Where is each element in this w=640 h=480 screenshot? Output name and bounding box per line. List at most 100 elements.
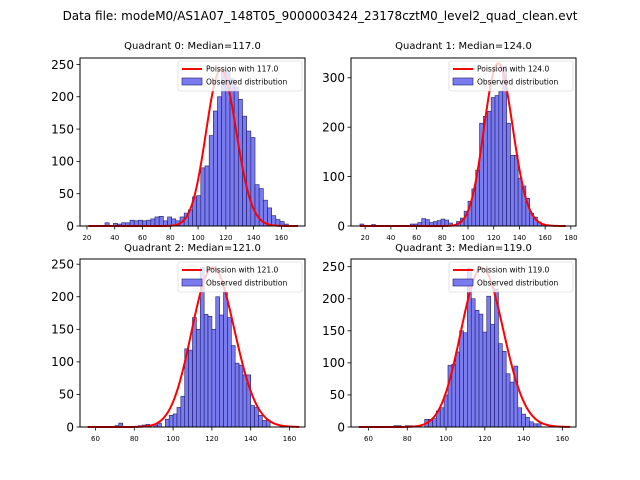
histogram-bar — [262, 420, 267, 428]
y-tick-label: 150 — [322, 324, 345, 338]
histogram-bar — [188, 349, 193, 428]
histogram-bar — [521, 413, 526, 428]
x-tick-label: 100 — [166, 435, 179, 443]
histogram-bars — [359, 66, 550, 227]
figure-suptitle: Data file: modeM0/AS1A07_148T05_90000034… — [63, 9, 578, 23]
x-tick-label: 140 — [517, 435, 530, 443]
x-tick-label: 140 — [247, 234, 260, 242]
legend-label-poisson: Poission with 117.0 — [206, 65, 279, 74]
histogram-bar — [506, 122, 511, 227]
legend-label-observed: Observed distribution — [206, 78, 287, 87]
x-tick-label: 180 — [564, 234, 577, 242]
x-tick-label: 40 — [386, 234, 395, 242]
x-tick-label: 160 — [283, 435, 296, 443]
histogram-bar — [168, 414, 174, 428]
legend-bar-swatch — [181, 77, 203, 86]
histogram-bar — [165, 418, 170, 428]
histogram-bar — [172, 413, 178, 428]
x-tick-label: 160 — [556, 435, 569, 443]
subplot-quadrant-0: Quadrant 0: Median=117.0 0 50 100 150 200 250… — [51, 41, 306, 242]
x-tick-label: 120 — [205, 435, 218, 443]
y-tick-label: 0 — [66, 420, 74, 434]
y-tick-label: 250 — [51, 58, 74, 72]
y-tick-label: 0 — [337, 219, 345, 233]
histogram-bar — [513, 155, 519, 227]
y-tick-label: 200 — [51, 90, 74, 104]
x-tick-label: 60 — [364, 435, 373, 443]
y-tick-label: 200 — [51, 290, 74, 304]
histogram-bar — [517, 177, 523, 227]
y-tick-label: 100 — [322, 356, 345, 370]
histogram-bar — [443, 394, 449, 428]
histogram-bar — [215, 296, 220, 428]
legend-bar-swatch — [181, 278, 203, 287]
legend-label-observed: Observed distribution — [477, 279, 558, 288]
x-tick-label: 140 — [244, 435, 257, 443]
x-tick-label: 120 — [219, 234, 232, 242]
histogram-bar — [478, 313, 484, 428]
histogram-bar — [196, 195, 202, 227]
histogram-bar — [233, 86, 239, 227]
subplot-title: Quadrant 0: Median=117.0 — [124, 41, 261, 52]
y-tick-label: 200 — [322, 120, 345, 134]
histogram-bar — [470, 298, 476, 428]
histogram-bar — [158, 216, 164, 227]
histogram-bar — [221, 71, 227, 227]
subplot-quadrant-3: Quadrant 3: Median=119.0 0 50 100 150 200 250… — [322, 243, 577, 443]
histogram-bar — [154, 216, 160, 227]
y-tick-label: 150 — [51, 122, 74, 136]
x-tick-label: 60 — [412, 234, 421, 242]
legend-label-observed: Observed distribution — [206, 279, 287, 288]
histogram-bar — [254, 184, 260, 227]
y-tick-label: 150 — [51, 323, 74, 337]
histogram-bar — [258, 414, 263, 428]
histogram-bar — [490, 324, 495, 428]
legend-bar-swatch — [452, 77, 474, 86]
histogram-bar — [150, 218, 156, 227]
legend-box — [448, 60, 574, 92]
histogram-bar — [486, 295, 491, 428]
histogram-bar — [242, 374, 248, 428]
histogram-bar — [439, 407, 445, 428]
histogram-bar — [246, 130, 252, 227]
legend-bar-swatch — [452, 278, 474, 287]
histogram-bar — [482, 331, 488, 428]
axes-frame — [350, 57, 577, 227]
histogram-bar — [192, 317, 197, 428]
x-tick-label: 60 — [91, 435, 100, 443]
axes-frame — [79, 57, 306, 227]
x-tick-label: 140 — [513, 234, 526, 242]
histogram-bar — [459, 330, 464, 428]
y-tick-label: 250 — [51, 258, 74, 272]
histogram-bar — [213, 110, 218, 227]
x-tick-label: 160 — [275, 234, 288, 242]
x-tick-label: 120 — [487, 234, 500, 242]
y-tick-label: 50 — [59, 388, 74, 402]
histogram-bar — [510, 155, 515, 227]
y-tick-label: 100 — [51, 355, 74, 369]
y-tick-label: 100 — [51, 155, 74, 169]
legend: Poission with 119.0 Observed distribution — [448, 261, 574, 293]
x-tick-label: 80 — [130, 435, 139, 443]
legend-box — [448, 261, 574, 293]
x-tick-label: 80 — [403, 435, 412, 443]
histogram-bar — [498, 343, 503, 428]
y-tick-label: 50 — [59, 187, 74, 201]
x-tick-label: 120 — [478, 435, 491, 443]
legend: Poission with 121.0 Observed distribution — [177, 261, 303, 293]
histogram-bar — [463, 332, 468, 428]
histogram-bar — [223, 291, 228, 428]
y-tick-label: 200 — [322, 292, 345, 306]
x-tick-label: 20 — [361, 234, 370, 242]
histogram-bar — [217, 96, 222, 227]
legend-box — [177, 60, 303, 92]
y-tick-label: 50 — [330, 388, 345, 402]
histogram-bar — [505, 373, 511, 428]
legend-label-observed: Observed distribution — [477, 78, 558, 87]
histogram-bar — [250, 405, 255, 428]
histogram-bar — [238, 364, 244, 428]
histogram-bar — [227, 317, 232, 428]
histogram-bar — [234, 362, 240, 428]
histogram-bar — [176, 407, 182, 428]
